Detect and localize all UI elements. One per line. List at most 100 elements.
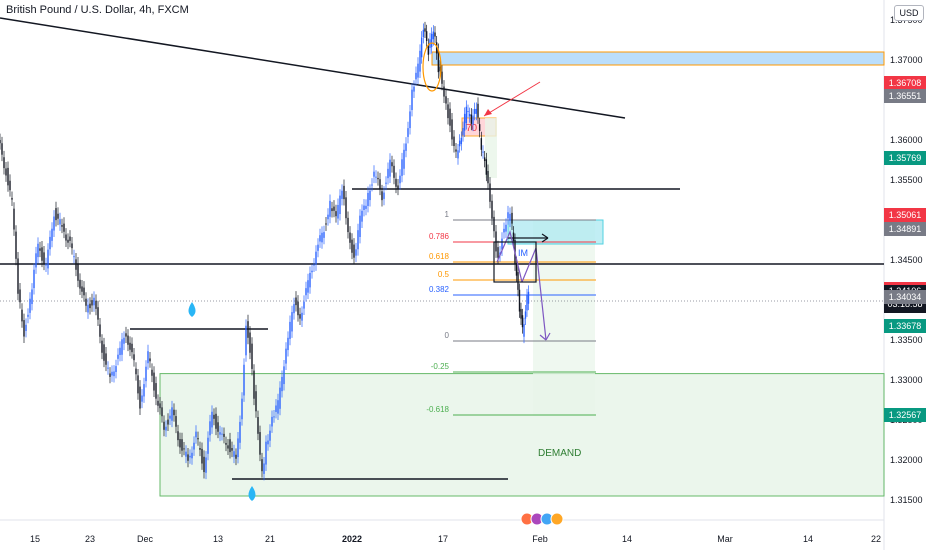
candle-body <box>55 208 57 221</box>
price-axis-label: 1.37000 <box>890 55 923 65</box>
candle-body <box>483 157 486 161</box>
candle-body <box>379 179 381 189</box>
candle-body <box>435 42 438 54</box>
currency-button[interactable]: USD <box>894 5 924 21</box>
supply-zone <box>431 51 885 66</box>
candle-body <box>279 387 281 409</box>
annotation-70: 70 <box>466 123 478 134</box>
candle-body <box>333 206 335 211</box>
candle-body <box>185 451 187 457</box>
fib-label--0.25: -0.25 <box>431 362 450 371</box>
price-axis-label: 1.36000 <box>890 135 923 145</box>
candle-body <box>480 138 483 150</box>
annotation-im: IM <box>518 248 528 258</box>
price-tag: 1.33678 <box>884 318 926 333</box>
price-tag: 1.32567 <box>884 407 926 422</box>
candle-body <box>87 304 89 313</box>
candle-body <box>285 348 287 364</box>
candle-body <box>189 455 191 458</box>
candle-body <box>295 297 297 306</box>
candle-body <box>518 289 521 312</box>
candle-body <box>203 456 205 473</box>
candle-body <box>5 168 7 176</box>
candle-body <box>489 183 491 202</box>
candle-body <box>385 182 387 184</box>
candle-body <box>165 426 167 431</box>
candle-body <box>3 157 5 169</box>
candle-body <box>407 128 409 137</box>
candle-body <box>521 315 524 328</box>
candle-body <box>375 176 377 178</box>
candle-body <box>137 375 139 394</box>
candle-body <box>458 140 461 147</box>
candle-body <box>159 403 161 409</box>
candle-body <box>57 213 59 219</box>
candle-body <box>417 63 419 78</box>
candle-body <box>153 372 155 391</box>
candle-body <box>411 89 413 111</box>
candle-body <box>131 343 133 353</box>
entry-arrow-head <box>541 233 549 243</box>
candle-body <box>439 66 441 72</box>
candle-body <box>520 309 522 319</box>
candle-body <box>115 366 117 372</box>
fib-label-0.5: 0.5 <box>438 270 450 279</box>
candle-body <box>13 208 15 230</box>
candle-body <box>365 205 367 209</box>
candle-body <box>235 454 237 459</box>
candle-body <box>524 311 527 319</box>
fib-label-0.382: 0.382 <box>429 285 450 294</box>
candle-body <box>367 192 369 206</box>
candle-body <box>125 333 127 337</box>
candle-body <box>275 405 277 412</box>
candle-body <box>311 270 313 273</box>
candle-body <box>157 400 159 406</box>
candle-body <box>369 190 371 201</box>
candle-body <box>347 217 349 233</box>
top-circle <box>422 42 442 92</box>
candle-body <box>175 416 177 427</box>
candle-body <box>468 113 471 117</box>
candle-body <box>321 232 323 243</box>
candle-body <box>143 384 145 397</box>
candle-body <box>432 31 435 40</box>
candle-body <box>472 115 474 125</box>
candle-body <box>43 252 45 264</box>
candle-body <box>97 307 99 320</box>
candle-body <box>505 224 507 232</box>
candle-body <box>49 236 51 250</box>
candle-body <box>23 320 25 337</box>
price-axis-label: 1.32000 <box>890 455 923 465</box>
time-axis-label: 22 <box>871 534 881 544</box>
price-tag: 1.35061 <box>884 208 926 223</box>
candle-body <box>35 253 37 268</box>
candle-body <box>31 289 33 305</box>
candle-body <box>223 433 225 437</box>
candle-body <box>329 200 331 217</box>
candle-body <box>39 248 41 251</box>
candle-body <box>343 185 345 200</box>
candle-body <box>482 151 484 153</box>
price-axis-label: 1.31500 <box>890 495 923 505</box>
candle-body <box>345 197 347 219</box>
candle-body <box>307 280 309 293</box>
candle-body <box>405 143 407 151</box>
candle-body <box>383 192 385 199</box>
reaction-zone-green <box>485 118 497 178</box>
candle-body <box>293 304 295 314</box>
time-axis-label: Feb <box>532 534 548 544</box>
candle-body <box>477 103 479 118</box>
candle-body <box>113 371 115 377</box>
candle-body <box>419 50 421 72</box>
entry-zone <box>507 219 604 245</box>
candle-body <box>129 342 131 350</box>
candle-body <box>33 269 35 289</box>
candle-body <box>241 398 243 420</box>
candle-body <box>271 416 273 427</box>
candle-body <box>511 212 513 224</box>
candle-body <box>249 332 251 353</box>
candle-body <box>193 442 195 450</box>
candle-body <box>351 239 353 253</box>
candle-body <box>387 168 389 179</box>
